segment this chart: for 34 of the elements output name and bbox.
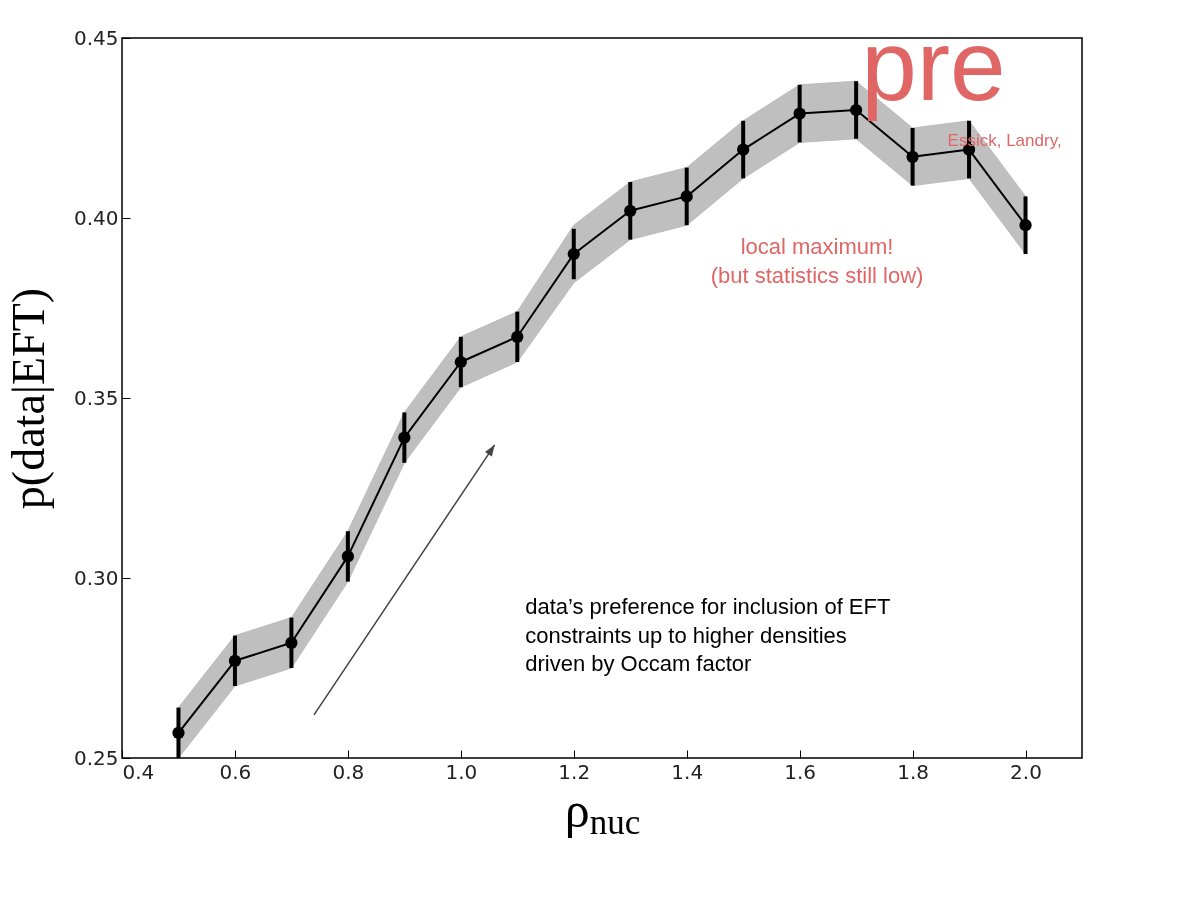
y-tick-label: 0.35 (73, 385, 119, 410)
point (567, 247, 580, 261)
annotation: data’s preference for inclusion of EFT constraints up to higher densities driven by Occam factor (525, 594, 891, 677)
point (680, 190, 693, 203)
point (398, 431, 411, 444)
x-tick-label: 1.0 (445, 759, 478, 784)
point (793, 107, 806, 120)
annotation: pre (861, 9, 1006, 121)
x-tick-label: 1.2 (558, 759, 591, 784)
y-tick-label: 0.30 (73, 565, 119, 590)
x-tick-label: 0.8 (332, 759, 365, 784)
y-tick-label: 0.40 (73, 205, 119, 230)
point (228, 654, 242, 667)
y-axis-title: p(data|EFT) (2, 287, 54, 510)
x-axis-title: ρ$_{nuc}$ (564, 781, 641, 842)
x-tick-label: 0.4 (122, 759, 155, 784)
y-tick-label: 0.45 (73, 25, 119, 50)
x-tick-label: 1.6 (784, 759, 817, 784)
annotation: local maximum! (but statistics still low) (710, 234, 924, 288)
point (454, 355, 467, 369)
x-tick-label: 2.0 (1010, 759, 1042, 784)
x-tick-label: 1.4 (671, 759, 704, 784)
point (172, 726, 185, 739)
point (906, 150, 919, 163)
point (1019, 219, 1032, 232)
point (624, 204, 637, 217)
point (737, 143, 750, 156)
x-tick-label: 0.6 (219, 759, 252, 784)
y-tick-label: 0.25 (73, 745, 119, 770)
point (285, 636, 298, 649)
point (849, 103, 863, 117)
x-tick-label: 1.8 (897, 759, 929, 784)
point (511, 330, 524, 343)
point (341, 550, 355, 563)
